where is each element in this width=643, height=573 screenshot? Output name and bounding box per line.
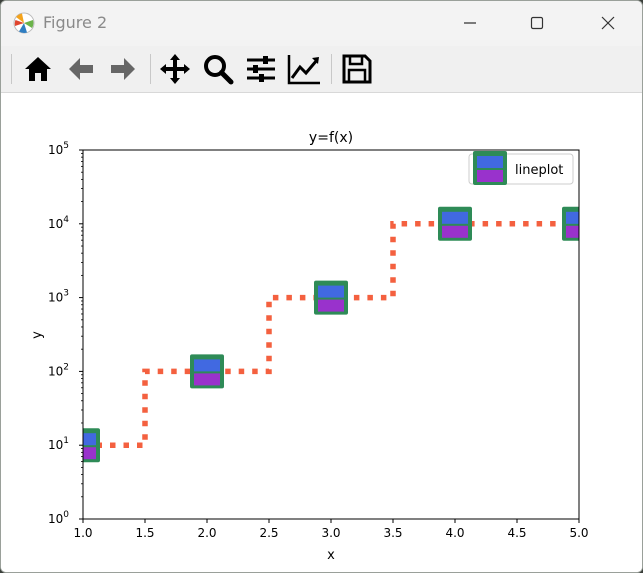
back-arrow-icon: [69, 58, 93, 80]
chart-title: y=f(x): [309, 130, 353, 146]
x-tick-label: 3.0: [321, 526, 340, 540]
x-tick-label: 1.0: [73, 526, 92, 540]
x-axis-label: x: [327, 548, 335, 563]
plot-area: [83, 206, 579, 463]
data-point: [438, 206, 472, 241]
legend: lineplot: [468, 151, 574, 185]
y-tick-label: 101: [48, 436, 69, 452]
x-tick-label: 1.5: [135, 526, 154, 540]
navigation-toolbar: [1, 46, 642, 93]
edit-axis-button[interactable]: [287, 52, 321, 86]
pan-button[interactable]: [158, 52, 192, 86]
y-tick-label: 100: [48, 510, 69, 526]
matplotlib-app-icon: [13, 12, 35, 34]
data-point: [83, 428, 100, 463]
x-tick-label: 3.5: [383, 526, 402, 540]
close-icon: [601, 16, 615, 30]
data-point: [190, 354, 224, 389]
home-button[interactable]: [21, 52, 55, 86]
zoom-magnifier-icon: [204, 55, 234, 85]
forward-arrow-icon: [111, 58, 135, 80]
series-line-lineplot: [83, 221, 579, 448]
back-button[interactable]: [64, 52, 98, 86]
x-tick-label: 2.5: [259, 526, 278, 540]
maximize-button[interactable]: [515, 7, 559, 39]
title-bar[interactable]: Figure 2: [1, 1, 642, 46]
legend-marker: [473, 151, 507, 185]
configure-subplots-icon: [247, 56, 275, 82]
maximize-icon: [530, 16, 544, 30]
x-tick-label: 5.0: [569, 526, 588, 540]
window-title: Figure 2: [43, 13, 108, 32]
y-tick-label: 102: [48, 362, 69, 378]
minimize-button[interactable]: [448, 7, 492, 39]
toolbar-separator: [11, 54, 12, 84]
save-floppy-icon: [342, 54, 372, 84]
chart[interactable]: y=f(x) 1.0 1.5 2.0 2.5 3.0 3.5 4.0 4.5 5.0 10010…: [1, 93, 642, 572]
figure-canvas[interactable]: y=f(x) 1.0 1.5 2.0 2.5 3.0 3.5 4.0 4.5 5.0 100 10…: [1, 93, 642, 572]
close-button[interactable]: [586, 7, 630, 39]
x-tick-label: 4.5: [507, 526, 526, 540]
y-tick-label: 103: [48, 289, 69, 305]
minimize-icon: [464, 22, 476, 24]
axes-frame: [82, 149, 580, 520]
toolbar-separator: [150, 54, 151, 84]
save-button[interactable]: [340, 52, 374, 86]
x-tick-label: 4.0: [445, 526, 464, 540]
data-point: [473, 151, 507, 185]
configure-subplots-button[interactable]: [244, 52, 278, 86]
edit-axis-icon: [287, 55, 320, 85]
legend-label: lineplot: [515, 163, 563, 178]
y-tick-label: 105: [48, 141, 69, 157]
pan-move-icon: [160, 54, 190, 84]
zoom-button[interactable]: [201, 52, 235, 86]
data-point: [314, 280, 348, 315]
toolbar-separator: [331, 54, 332, 84]
x-axis: 1.0 1.5 2.0 2.5 3.0 3.5 4.0 4.5 5.0: [73, 519, 589, 540]
y-axis-label: y: [30, 331, 45, 339]
y-axis: 100 101 102 103 104 105: [48, 141, 83, 526]
x-tick-label: 2.0: [197, 526, 216, 540]
forward-button[interactable]: [106, 52, 140, 86]
home-icon: [25, 57, 51, 81]
data-point: [562, 206, 579, 241]
y-tick-label: 104: [48, 215, 69, 231]
